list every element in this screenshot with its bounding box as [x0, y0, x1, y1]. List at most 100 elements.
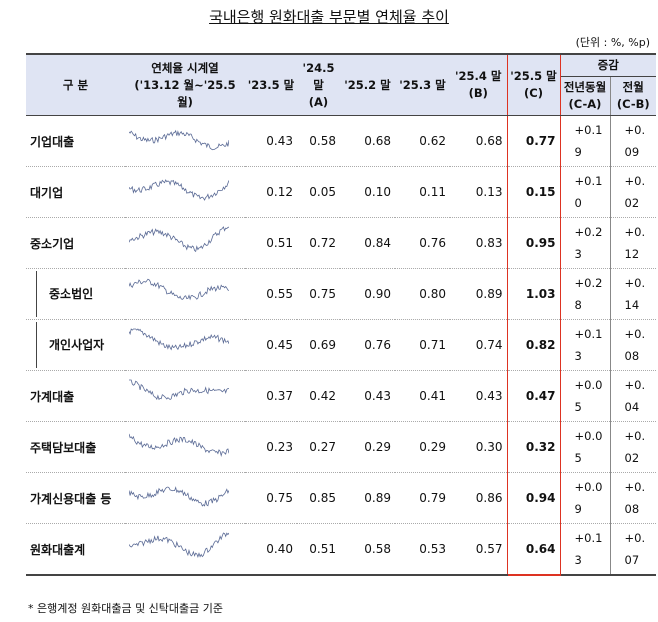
row: 주택담보대출 0.23 0.27 0.29 0.29 0.30 0.32 +0.05 +0.02	[26, 421, 657, 473]
sparkline-path	[128, 278, 230, 300]
change-cell: +0.08	[609, 319, 657, 371]
row-label-text: 대기업	[30, 185, 64, 200]
sparkline	[128, 225, 230, 252]
change-cell: +0.10	[560, 166, 610, 218]
row-label-text: 개인사업자	[36, 322, 121, 368]
value-cell: 0.43	[450, 370, 507, 422]
change-cell: +0.14	[609, 268, 657, 320]
value-cell: 0.58	[340, 523, 395, 576]
column-group: 증감	[560, 53, 657, 77]
row: 개인사업자 0.45 0.69 0.76 0.71 0.74 0.82 +0.13 +0.08	[26, 319, 657, 371]
value-cell: 0.84	[340, 217, 395, 269]
value-cell: 0.80	[395, 268, 450, 320]
column-label: '23.5 말	[247, 77, 295, 92]
value-cell: 0.43	[245, 115, 297, 167]
column-sub: (C)	[524, 86, 543, 100]
change-cell: +0.28	[560, 268, 610, 320]
value-cell: 0.89	[450, 268, 507, 320]
row-label-text: 중소법인	[36, 271, 121, 317]
sparkline	[128, 178, 230, 201]
sparkline-cell	[125, 268, 245, 320]
column-label: '25.4 말	[455, 69, 502, 83]
value-cell: 0.30	[450, 421, 507, 473]
row-label: 원화대출계	[26, 523, 125, 576]
sparkline-cell	[125, 523, 245, 576]
value-cell: 0.15	[506, 166, 561, 218]
unit: (단위 : %, %p)	[575, 36, 650, 49]
value-cell: 0.85	[297, 472, 340, 524]
value-cell: 0.32	[506, 421, 561, 473]
value-cell: 0.11	[395, 166, 450, 218]
value-cell: 0.76	[340, 319, 395, 371]
row: 가계대출 0.37 0.42 0.43 0.41 0.43 0.47 +0.05 +0.04	[26, 370, 657, 422]
value-cell: 0.86	[450, 472, 507, 524]
value-cell: 0.75	[245, 472, 297, 524]
column-label: '25.3 말	[399, 77, 446, 92]
value-cell: 0.27	[297, 421, 340, 473]
value-cell: 0.69	[297, 319, 340, 371]
value-cell: 0.51	[245, 217, 297, 269]
column-header: '25.2 말	[340, 53, 395, 116]
sparkline-path	[129, 379, 230, 400]
change-cell: +0.13	[560, 319, 610, 371]
sparkline-path	[128, 178, 230, 201]
row-label: 가계신용대출 등	[26, 472, 125, 524]
value-cell: 0.58	[297, 115, 340, 167]
row-label: 중소법인	[26, 268, 125, 320]
value-cell: 0.90	[340, 268, 395, 320]
sparkline-path	[128, 327, 230, 350]
change-cell: +0.13	[560, 523, 610, 576]
sparkline-cell	[125, 115, 245, 167]
value-cell: 0.94	[506, 472, 561, 524]
title: 국내은행 원화대출 부문별 연체율 추이	[209, 8, 449, 26]
value-cell: 0.29	[340, 421, 395, 473]
change-cell: +0.08	[609, 472, 657, 524]
value-cell: 0.41	[395, 370, 450, 422]
row: 기업대출 0.43 0.58 0.68 0.62 0.68 0.77 +0.19 +0.09	[26, 115, 657, 167]
change-cell: +0.12	[609, 217, 657, 269]
column-label: 전월	[622, 80, 644, 94]
value-cell: 0.13	[450, 166, 507, 218]
value-cell: 1.03	[506, 268, 561, 320]
value-cell: 0.82	[506, 319, 561, 371]
value-cell: 0.12	[245, 166, 297, 218]
column-header: '25.4 말 (B)	[450, 53, 507, 116]
value-cell: 0.29	[395, 421, 450, 473]
column-sub: ('13.12 월~'25.5 월)	[134, 77, 236, 109]
row: 가계신용대출 등 0.75 0.85 0.89 0.79 0.86 0.94 +0.09 +0.…	[26, 472, 657, 524]
change-cell: +0.02	[609, 166, 657, 218]
row-label-text: 가계신용대출 등	[30, 491, 112, 506]
row: 중소법인 0.55 0.75 0.90 0.80 0.89 1.03 +0.28 +0.14	[26, 268, 657, 320]
value-cell: 0.89	[340, 472, 395, 524]
sparkline	[129, 379, 230, 400]
change-cell: +0.19	[560, 115, 610, 167]
column-header: 연체율 시계열 ('13.12 월~'25.5 월)	[125, 53, 245, 116]
value-cell: 0.95	[506, 217, 561, 269]
column-label: 구 분	[62, 77, 89, 92]
value-cell: 0.83	[450, 217, 507, 269]
change-cell: +0.05	[560, 421, 610, 473]
column-label: 연체율 시계열	[151, 60, 219, 75]
row-label: 중소기업	[26, 217, 125, 269]
row-label-text: 주택담보대출	[30, 440, 97, 455]
sparkline-path	[128, 433, 230, 457]
change-cell: +0.23	[560, 217, 610, 269]
header: 구 분 연체율 시계열 ('13.12 월~'25.5 월) '23.5 말 '24.5…	[26, 53, 657, 116]
value-cell: 0.62	[395, 115, 450, 167]
change-cell: +0.09	[609, 115, 657, 167]
value-cell: 0.72	[297, 217, 340, 269]
sparkline	[128, 327, 230, 350]
column-header: 구 분	[26, 53, 125, 116]
value-cell: 0.47	[506, 370, 561, 422]
row-label-text: 중소기업	[30, 236, 75, 251]
sparkline	[128, 129, 230, 150]
value-cell: 0.79	[395, 472, 450, 524]
sparkline-cell	[125, 166, 245, 218]
value-cell: 0.43	[340, 370, 395, 422]
row-label-text: 기업대출	[30, 134, 75, 149]
column-header: '25.5 말 (C)	[506, 53, 561, 116]
column-header: 전월 (C-B)	[609, 76, 657, 116]
column-sub: (C-B)	[616, 97, 650, 111]
sparkline-cell	[125, 472, 245, 524]
value-cell: 0.68	[340, 115, 395, 167]
